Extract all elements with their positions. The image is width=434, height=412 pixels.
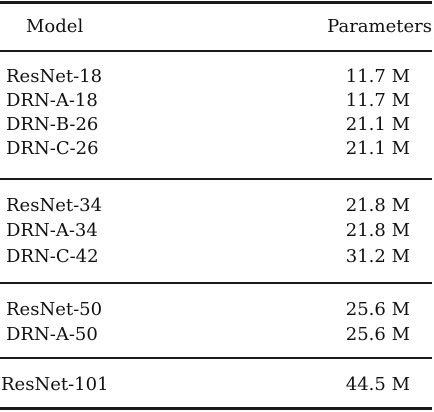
table-row-parameters: 21.1 M <box>345 138 410 159</box>
table-row-model: DRN-A-50 <box>6 324 98 345</box>
table-row-model: ResNet-18 <box>6 66 103 87</box>
header-parameters: Parameters <box>327 16 432 37</box>
header-model: Model <box>26 16 84 37</box>
table-row-model: ResNet-34 <box>6 195 103 216</box>
table-row-model: DRN-C-42 <box>6 246 99 267</box>
table-row-model: DRN-C-26 <box>6 138 99 159</box>
table-row-parameters: 21.8 M <box>345 195 410 216</box>
table-row-parameters: 25.6 M <box>345 324 410 345</box>
table-row-model: DRN-A-34 <box>6 220 98 241</box>
table-row-parameters: 11.7 M <box>345 66 410 87</box>
table-row-parameters: 31.2 M <box>345 246 410 267</box>
table-row-parameters: 11.7 M <box>345 90 410 111</box>
table-row-parameters: 21.1 M <box>345 114 410 135</box>
group-rule <box>0 357 432 359</box>
group-rule <box>0 282 432 284</box>
header-rule <box>0 50 432 52</box>
bottom-rule <box>0 407 432 410</box>
table-row-parameters: 44.5 M <box>345 374 410 395</box>
table-row-model: ResNet-101 <box>1 374 109 395</box>
table-row-model: ResNet-50 <box>6 299 103 320</box>
table-row-parameters: 21.8 M <box>345 220 410 241</box>
group-rule <box>0 178 432 180</box>
table-row-model: DRN-B-26 <box>6 114 99 135</box>
top-rule <box>0 1 432 4</box>
table-row-model: DRN-A-18 <box>6 90 98 111</box>
table-row-parameters: 25.6 M <box>345 299 410 320</box>
